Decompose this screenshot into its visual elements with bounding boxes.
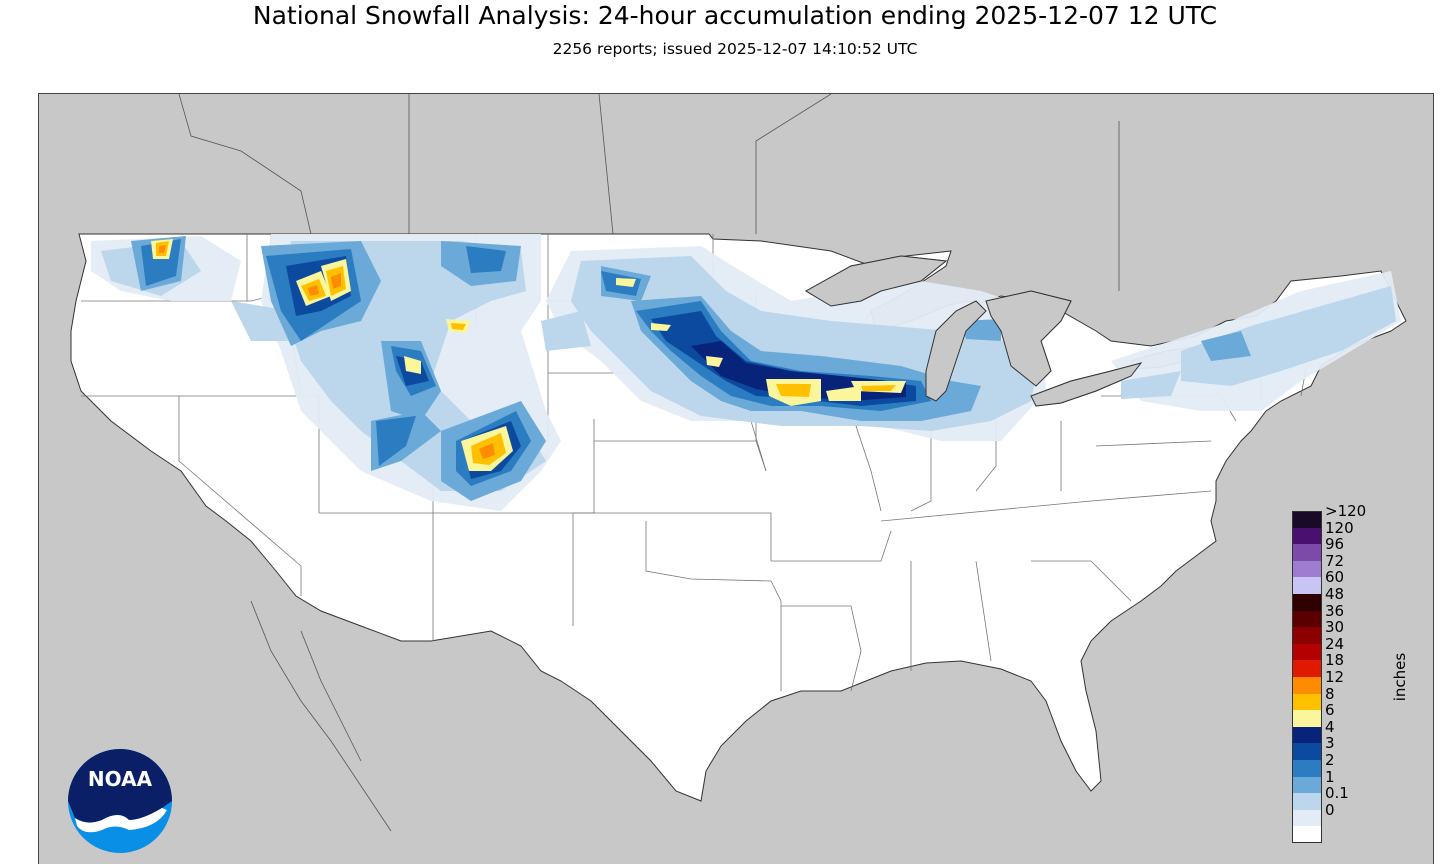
legend-tick-label: 1 [1325,767,1335,786]
legend-swatch [1292,627,1322,644]
map-title: National Snowfall Analysis: 24-hour accu… [252,1,1218,30]
legend-swatch [1292,693,1322,711]
legend-swatch [1292,809,1322,827]
snowfall-map[interactable] [38,93,1434,864]
map-svg [39,94,1433,864]
legend-tick-label: 8 [1325,684,1335,703]
legend-tick-label: 2 [1325,751,1335,769]
legend-swatch [1292,677,1322,694]
legend-swatch [1292,760,1322,777]
legend-swatch [1292,577,1322,594]
legend-swatch [1292,560,1322,578]
legend-swatch [1292,660,1322,677]
snowfall-overlay [91,234,1401,511]
legend-tick-label: 36 [1325,601,1345,620]
legend-tick-label: 12 [1325,668,1345,686]
legend-tick-label: 96 [1325,535,1345,554]
map-subtitle: 2256 reports; issued 2025-12-07 14:10:52… [552,40,918,58]
legend-tick-label: >120 [1325,502,1367,520]
legend-tick-label: 24 [1325,634,1345,653]
legend-swatch [1292,710,1322,727]
legend-swatch [1292,610,1322,628]
legend-tick-label: 48 [1325,585,1345,603]
legend-tick-label: 3 [1325,734,1335,753]
legend-tick-label: 72 [1325,551,1345,570]
legend-swatch [1292,511,1322,528]
legend-tick-label: 120 [1325,518,1354,537]
legend-tick-label: 18 [1325,651,1345,670]
legend-swatch [1292,527,1322,545]
legend-tick-label: 30 [1325,618,1345,637]
colorbar-legend: >120 120 96 72 60 48 36 30 24 18 12 8 6 4 3 2 1 0.1 0 [1292,503,1402,843]
noaa-logo-icon: NOAA [68,749,172,853]
legend-swatch [1292,793,1322,810]
legend-swatch [1292,743,1322,760]
legend-tick-label: 0 [1325,800,1335,819]
noaa-logo-text: NOAA [88,767,153,791]
great-lakes-top [805,255,1143,407]
legend-tick-label: 0.1 [1325,784,1349,803]
legend-tick-label: 60 [1325,568,1345,587]
legend-swatch [1292,544,1322,561]
legend-tick-label: 6 [1325,701,1335,720]
legend-swatch [1292,776,1322,794]
legend-tick-label: 4 [1325,717,1335,736]
legend-swatch [1292,726,1322,744]
noaa-logo: NOAA [67,748,173,854]
legend-units-label: inches [1391,652,1409,702]
legend-swatch [1292,643,1322,661]
legend-swatch [1292,826,1322,843]
legend-swatch [1292,594,1322,611]
canada-province-borders [178,94,1120,291]
mexico-coast [250,600,392,832]
